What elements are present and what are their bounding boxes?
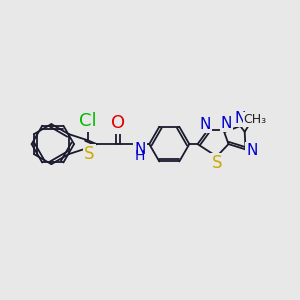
- Text: H: H: [135, 149, 145, 163]
- Text: Cl: Cl: [79, 112, 97, 130]
- Text: S: S: [84, 146, 94, 164]
- Text: N: N: [200, 117, 211, 132]
- Text: N: N: [134, 142, 146, 157]
- Text: N: N: [221, 116, 232, 131]
- Text: S: S: [212, 154, 222, 172]
- Text: N: N: [246, 143, 258, 158]
- Text: N: N: [235, 111, 246, 126]
- Text: CH₃: CH₃: [244, 113, 267, 126]
- Text: O: O: [111, 115, 125, 133]
